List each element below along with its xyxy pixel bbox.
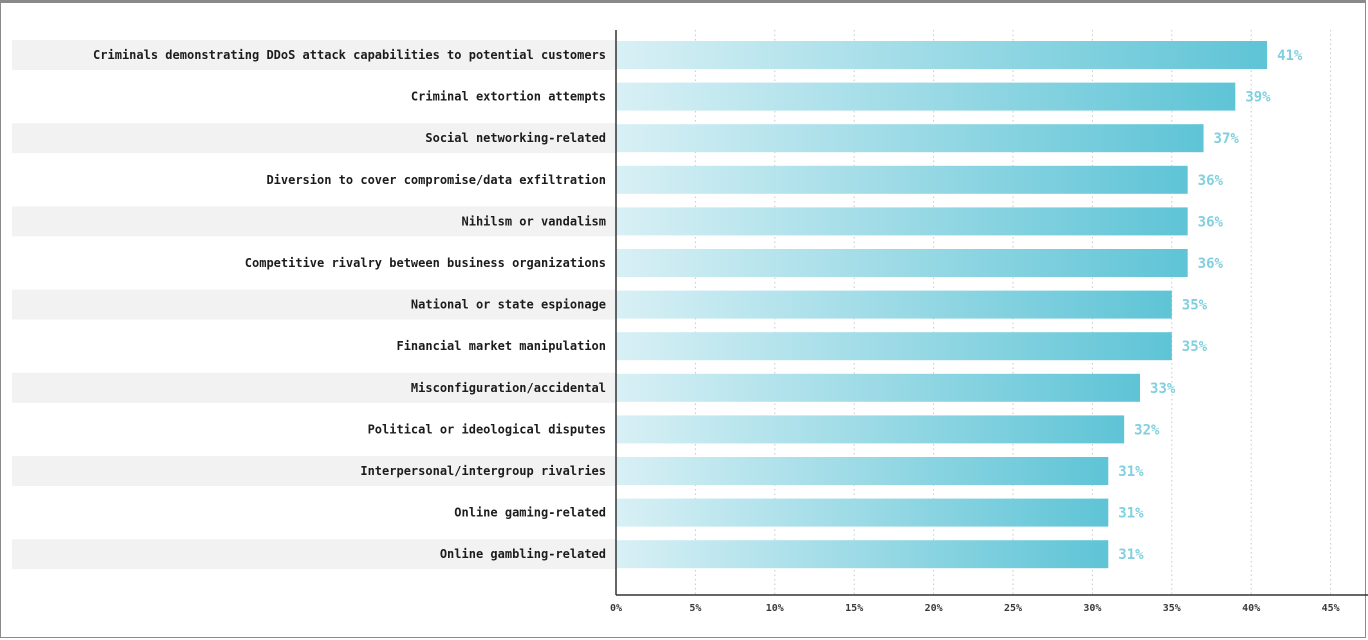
value-label: 32% [1134, 422, 1160, 438]
x-tick-label: 5% [689, 603, 701, 614]
category-label: Financial market manipulation [396, 339, 606, 353]
row-stripe [12, 289, 616, 320]
bar [616, 41, 1268, 69]
category-label: Online gaming-related [454, 506, 606, 520]
bar [616, 290, 1172, 319]
category-label: Diversion to cover compromise/data exfil… [266, 173, 606, 187]
category-label: National or state espionage [411, 298, 606, 312]
row-stripe [12, 123, 616, 154]
bar [616, 82, 1236, 111]
value-label: 36% [1198, 173, 1224, 189]
x-tick-label: 20% [925, 603, 943, 614]
value-label: 35% [1182, 339, 1208, 355]
bar [616, 540, 1109, 569]
x-tick-label: 30% [1083, 603, 1101, 614]
x-tick-label: 15% [845, 603, 863, 614]
value-label: 41% [1277, 48, 1303, 64]
x-tick-label: 45% [1322, 603, 1340, 614]
row-stripe [12, 206, 616, 237]
value-label: 35% [1182, 298, 1208, 314]
category-label: Social networking-related [425, 131, 606, 145]
bar [616, 415, 1125, 444]
category-label: Interpersonal/intergroup rivalries [360, 464, 606, 478]
category-label: Misconfiguration/accidental [411, 381, 606, 395]
bar [616, 165, 1188, 194]
value-label: 36% [1198, 256, 1224, 272]
value-label: 33% [1150, 381, 1176, 397]
row-stripe [12, 539, 616, 570]
category-label: Criminals demonstrating DDoS attack capa… [93, 48, 606, 62]
value-label: 36% [1198, 214, 1224, 230]
x-tick-label: 25% [1004, 603, 1022, 614]
x-tick-label: 35% [1163, 603, 1181, 614]
bar [616, 332, 1172, 361]
bar [616, 124, 1204, 153]
bar [616, 498, 1109, 527]
row-stripe [12, 40, 616, 70]
category-label: Criminal extortion attempts [411, 90, 606, 104]
category-label: Online gambling-related [440, 547, 606, 561]
category-label: Competitive rivalry between business org… [245, 256, 606, 270]
value-label: 31% [1118, 506, 1144, 522]
row-stripe [12, 456, 616, 486]
category-label: Political or ideological disputes [368, 422, 606, 436]
value-label: 39% [1245, 90, 1271, 106]
bar [616, 457, 1109, 485]
x-tick-label: 0% [610, 603, 622, 614]
row-stripe [12, 372, 616, 403]
category-label: Nihilsm or vandalism [462, 214, 607, 228]
bar [616, 207, 1188, 236]
bar [616, 249, 1188, 277]
value-label: 31% [1118, 464, 1144, 480]
value-label: 31% [1118, 547, 1144, 563]
value-label: 37% [1214, 131, 1240, 147]
x-tick-label: 10% [766, 603, 784, 614]
x-tick-label: 40% [1242, 603, 1260, 614]
bar [616, 373, 1141, 402]
